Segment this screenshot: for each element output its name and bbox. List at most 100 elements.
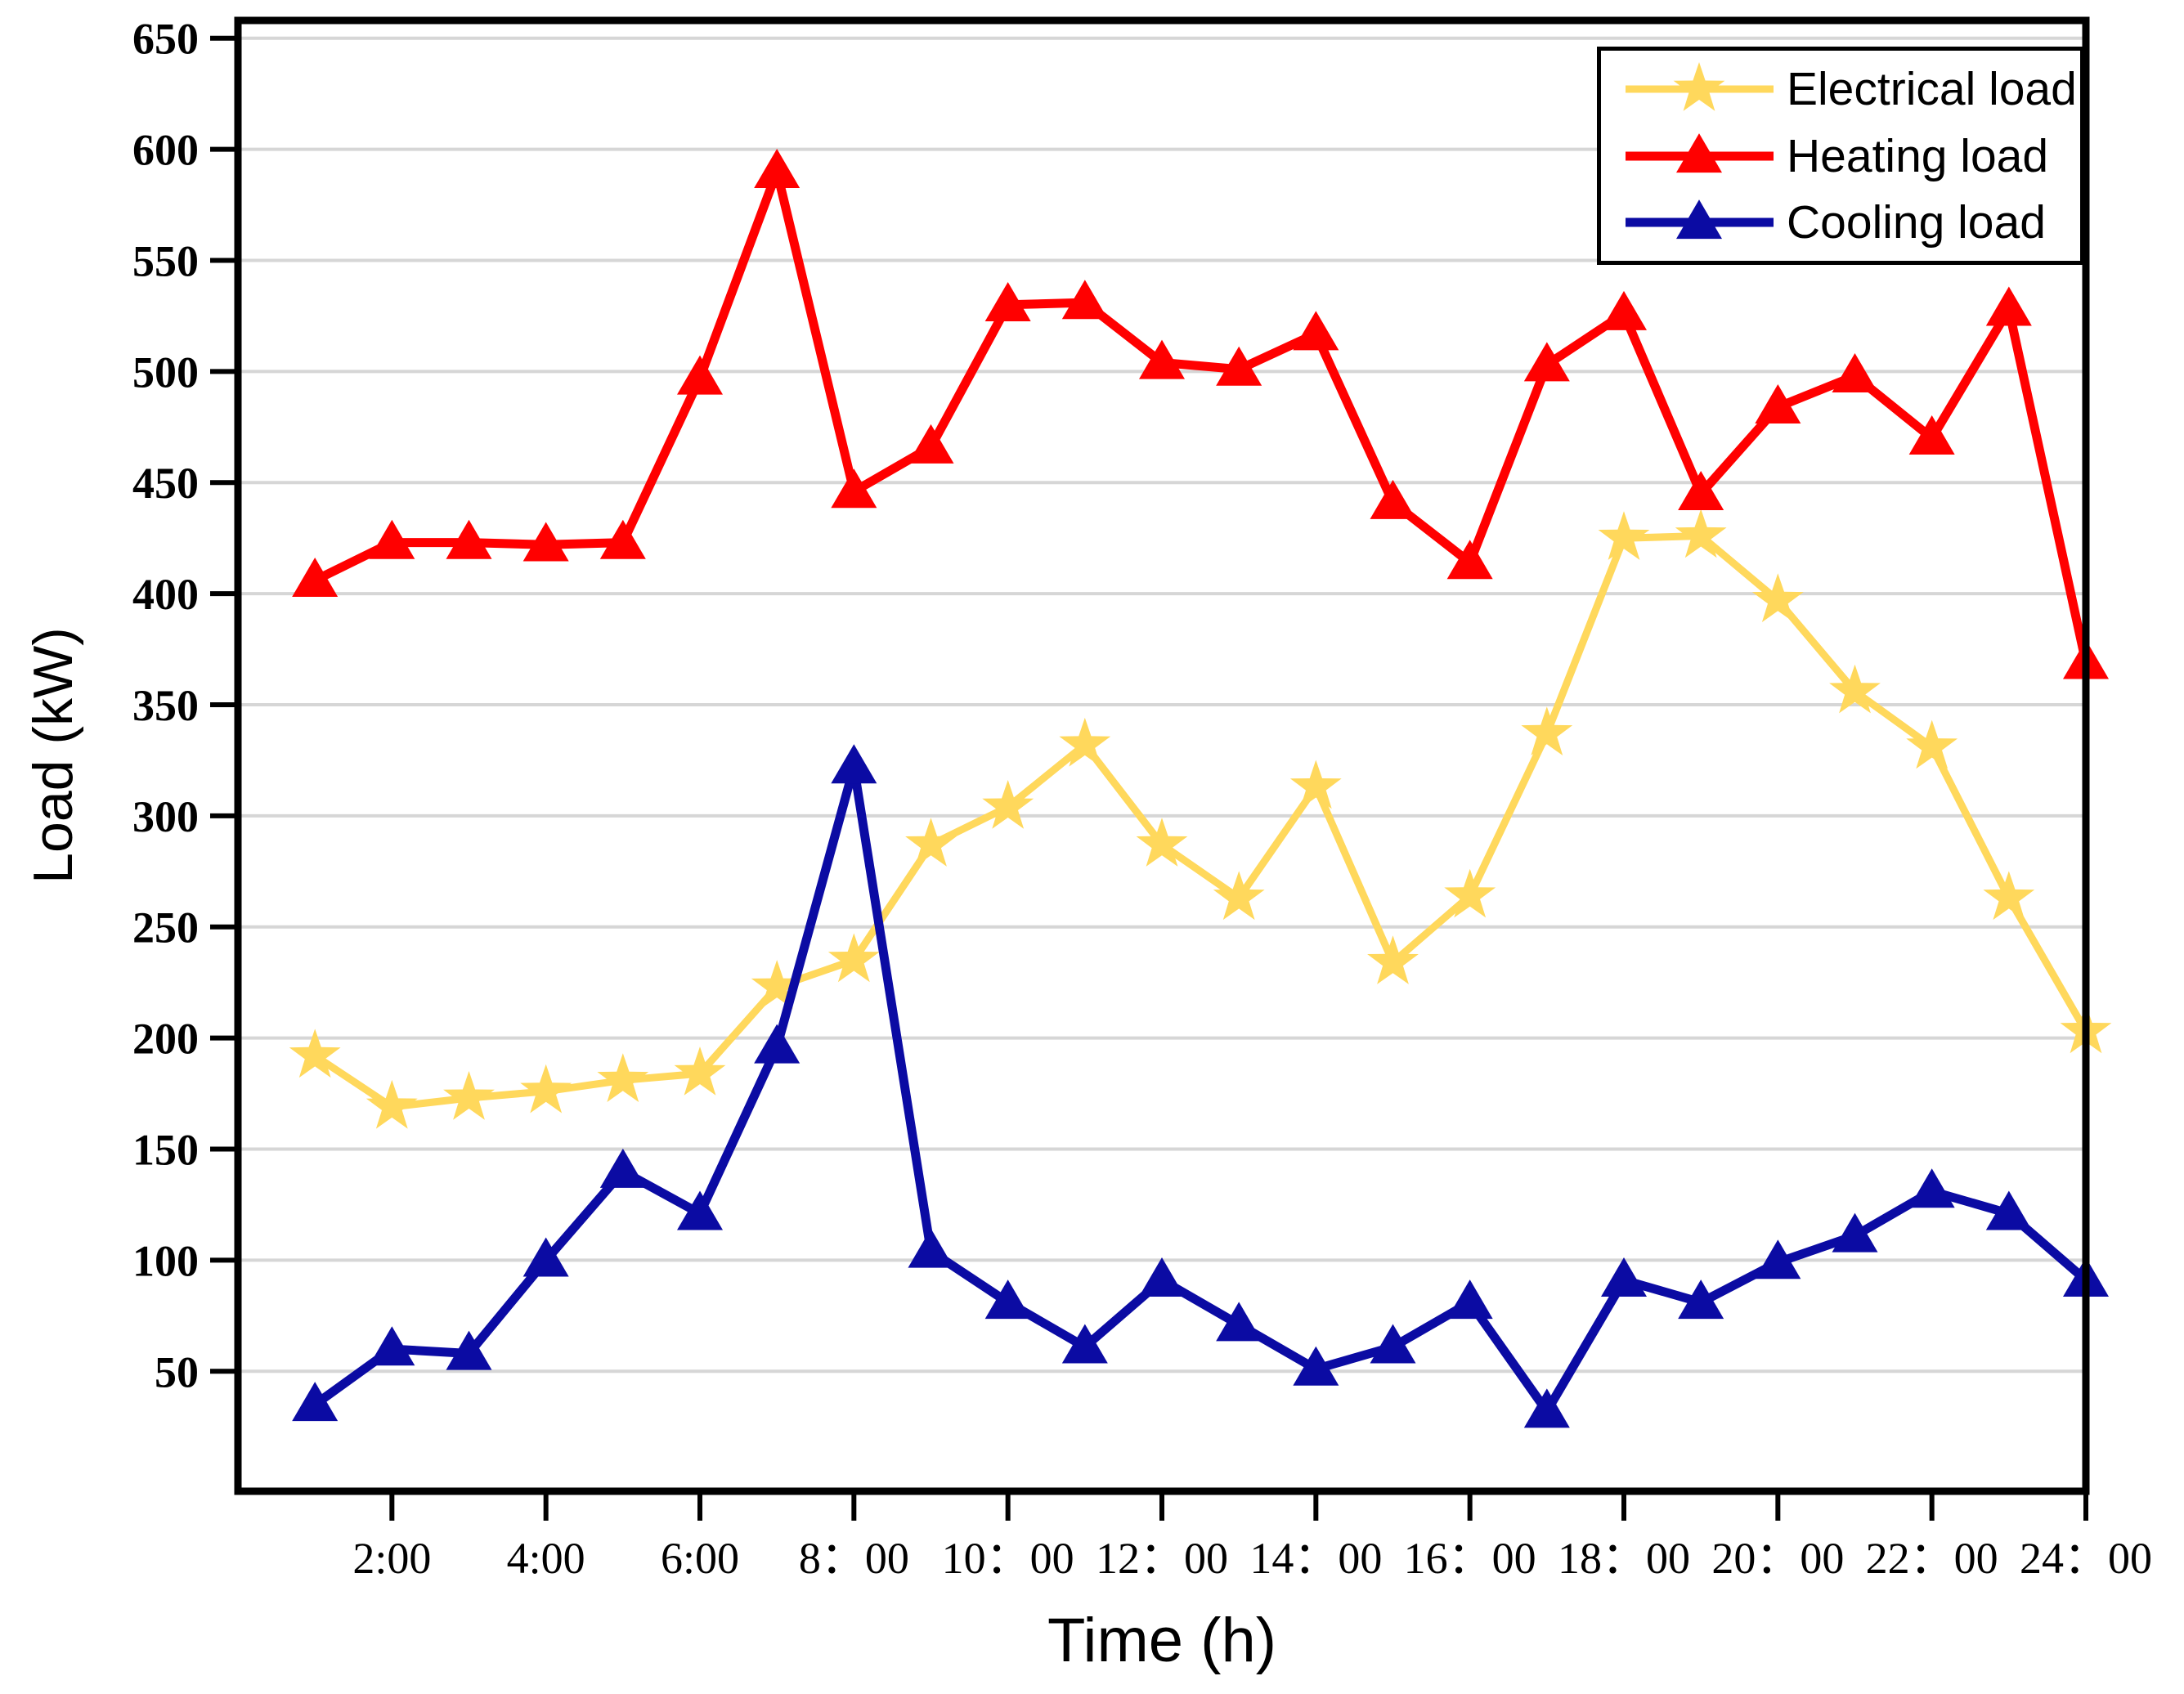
marker-star — [597, 1053, 649, 1102]
marker-triangle — [1446, 1279, 1493, 1320]
y-tick-label: 450 — [132, 459, 199, 508]
y-tick-label: 200 — [132, 1015, 199, 1064]
marker-star — [1906, 719, 1958, 769]
legend-label: Heating load — [1787, 129, 2049, 182]
y-tick-label: 50 — [155, 1347, 199, 1396]
marker-triangle — [1908, 415, 1955, 455]
marker-triangle — [831, 468, 877, 509]
marker-star — [365, 1079, 418, 1129]
marker-triangle — [831, 744, 877, 784]
marker-triangle — [1678, 470, 1724, 510]
marker-triangle — [446, 1330, 492, 1370]
marker-triangle — [677, 1190, 723, 1230]
marker-triangle — [1755, 1239, 1801, 1279]
x-tick-label: 10：00 — [942, 1534, 1074, 1583]
marker-star — [827, 933, 880, 983]
marker-star — [905, 818, 957, 867]
marker-triangle — [908, 424, 954, 464]
marker-star — [1444, 868, 1496, 918]
marker-star — [1289, 760, 1342, 809]
marker-triangle — [1985, 286, 2032, 326]
marker-star — [1751, 573, 1804, 622]
x-tick-label: 12：00 — [1096, 1534, 1228, 1583]
marker-triangle — [984, 1279, 1031, 1320]
marker-triangle — [984, 282, 1031, 322]
marker-triangle — [1139, 1257, 1185, 1297]
marker-triangle — [1832, 352, 1878, 392]
x-tick-label: 14：00 — [1249, 1534, 1382, 1583]
axis-ticks — [210, 35, 2088, 1521]
marker-triangle — [1985, 1190, 2032, 1230]
legend-label: Cooling load — [1787, 196, 2046, 249]
marker-triangle — [292, 557, 339, 597]
y-tick-label: 150 — [132, 1126, 199, 1175]
marker-star — [1675, 509, 1727, 558]
marker-triangle — [1601, 290, 1647, 330]
x-tick-label: 18：00 — [1558, 1534, 1690, 1583]
marker-triangle — [1678, 1279, 1724, 1320]
marker-star — [982, 780, 1034, 829]
y-tick-label: 250 — [132, 903, 199, 952]
marker-star — [1213, 871, 1265, 921]
y-tick-label: 650 — [132, 15, 199, 64]
marker-triangle — [369, 519, 415, 559]
marker-star — [1059, 717, 1111, 767]
marker-triangle — [599, 519, 646, 559]
y-tick-label: 550 — [132, 236, 199, 285]
y-tick-label: 300 — [132, 792, 199, 841]
x-tick-label: 24：00 — [2020, 1534, 2152, 1583]
data-series — [289, 148, 2112, 1428]
triangle-marker-icon — [1626, 132, 1774, 173]
marker-triangle — [1139, 339, 1185, 379]
star-marker-icon — [1626, 61, 1774, 111]
marker-triangle — [1755, 384, 1801, 424]
marker-triangle — [1908, 1168, 1955, 1208]
marker-star — [674, 1046, 726, 1096]
gridlines — [238, 36, 2086, 1374]
marker-triangle — [754, 148, 801, 188]
x-axis-title: Time (h) — [1047, 1606, 1276, 1675]
x-tick-label: 4:00 — [507, 1534, 585, 1583]
marker-star — [1983, 871, 2035, 921]
y-tick-label: 500 — [132, 347, 199, 397]
y-axis-title: Load (kW) — [22, 627, 84, 884]
marker-triangle — [1293, 311, 1339, 351]
marker-triangle — [599, 1148, 646, 1188]
marker-triangle — [1061, 280, 1108, 320]
marker-star — [289, 1028, 341, 1078]
y-tick-label: 100 — [132, 1236, 199, 1285]
marker-triangle — [1832, 1212, 1878, 1253]
x-tick-label: 16：00 — [1404, 1534, 1536, 1583]
marker-triangle — [754, 1024, 801, 1064]
marker-star — [1521, 706, 1573, 755]
marker-triangle — [522, 1237, 569, 1277]
marker-star — [1136, 818, 1188, 867]
triangle-marker-icon — [1626, 199, 1774, 240]
marker-triangle — [1216, 1302, 1262, 1342]
x-tick-label: 20：00 — [1711, 1534, 1844, 1583]
marker-star — [520, 1064, 572, 1114]
marker-triangle — [292, 1382, 339, 1422]
marker-triangle — [1601, 1257, 1647, 1297]
axis-tick-labels: 50 100 150 200 250 300 350 400 450 500 550 600 650 2:… — [132, 15, 2152, 1583]
marker-triangle — [369, 1326, 415, 1366]
marker-triangle — [1523, 1388, 1570, 1428]
legend-label: Electrical load — [1787, 62, 2077, 115]
x-tick-label: 2:00 — [352, 1534, 431, 1583]
legend-item-electrical-load: Electrical load — [1601, 56, 2080, 123]
y-tick-label: 350 — [132, 681, 199, 730]
marker-star — [1598, 511, 1650, 560]
marker-triangle — [908, 1228, 954, 1268]
x-tick-label: 22：00 — [1866, 1534, 1998, 1583]
marker-triangle — [677, 355, 723, 395]
marker-triangle — [446, 519, 492, 559]
marker-triangle — [1370, 1324, 1416, 1364]
marker-triangle — [1370, 479, 1416, 519]
marker-star — [443, 1071, 495, 1120]
marker-triangle — [522, 522, 569, 562]
marker-triangle — [1216, 346, 1262, 386]
marker-star — [1829, 664, 1881, 714]
marker-star — [1367, 935, 1419, 984]
y-tick-label: 400 — [132, 570, 199, 619]
